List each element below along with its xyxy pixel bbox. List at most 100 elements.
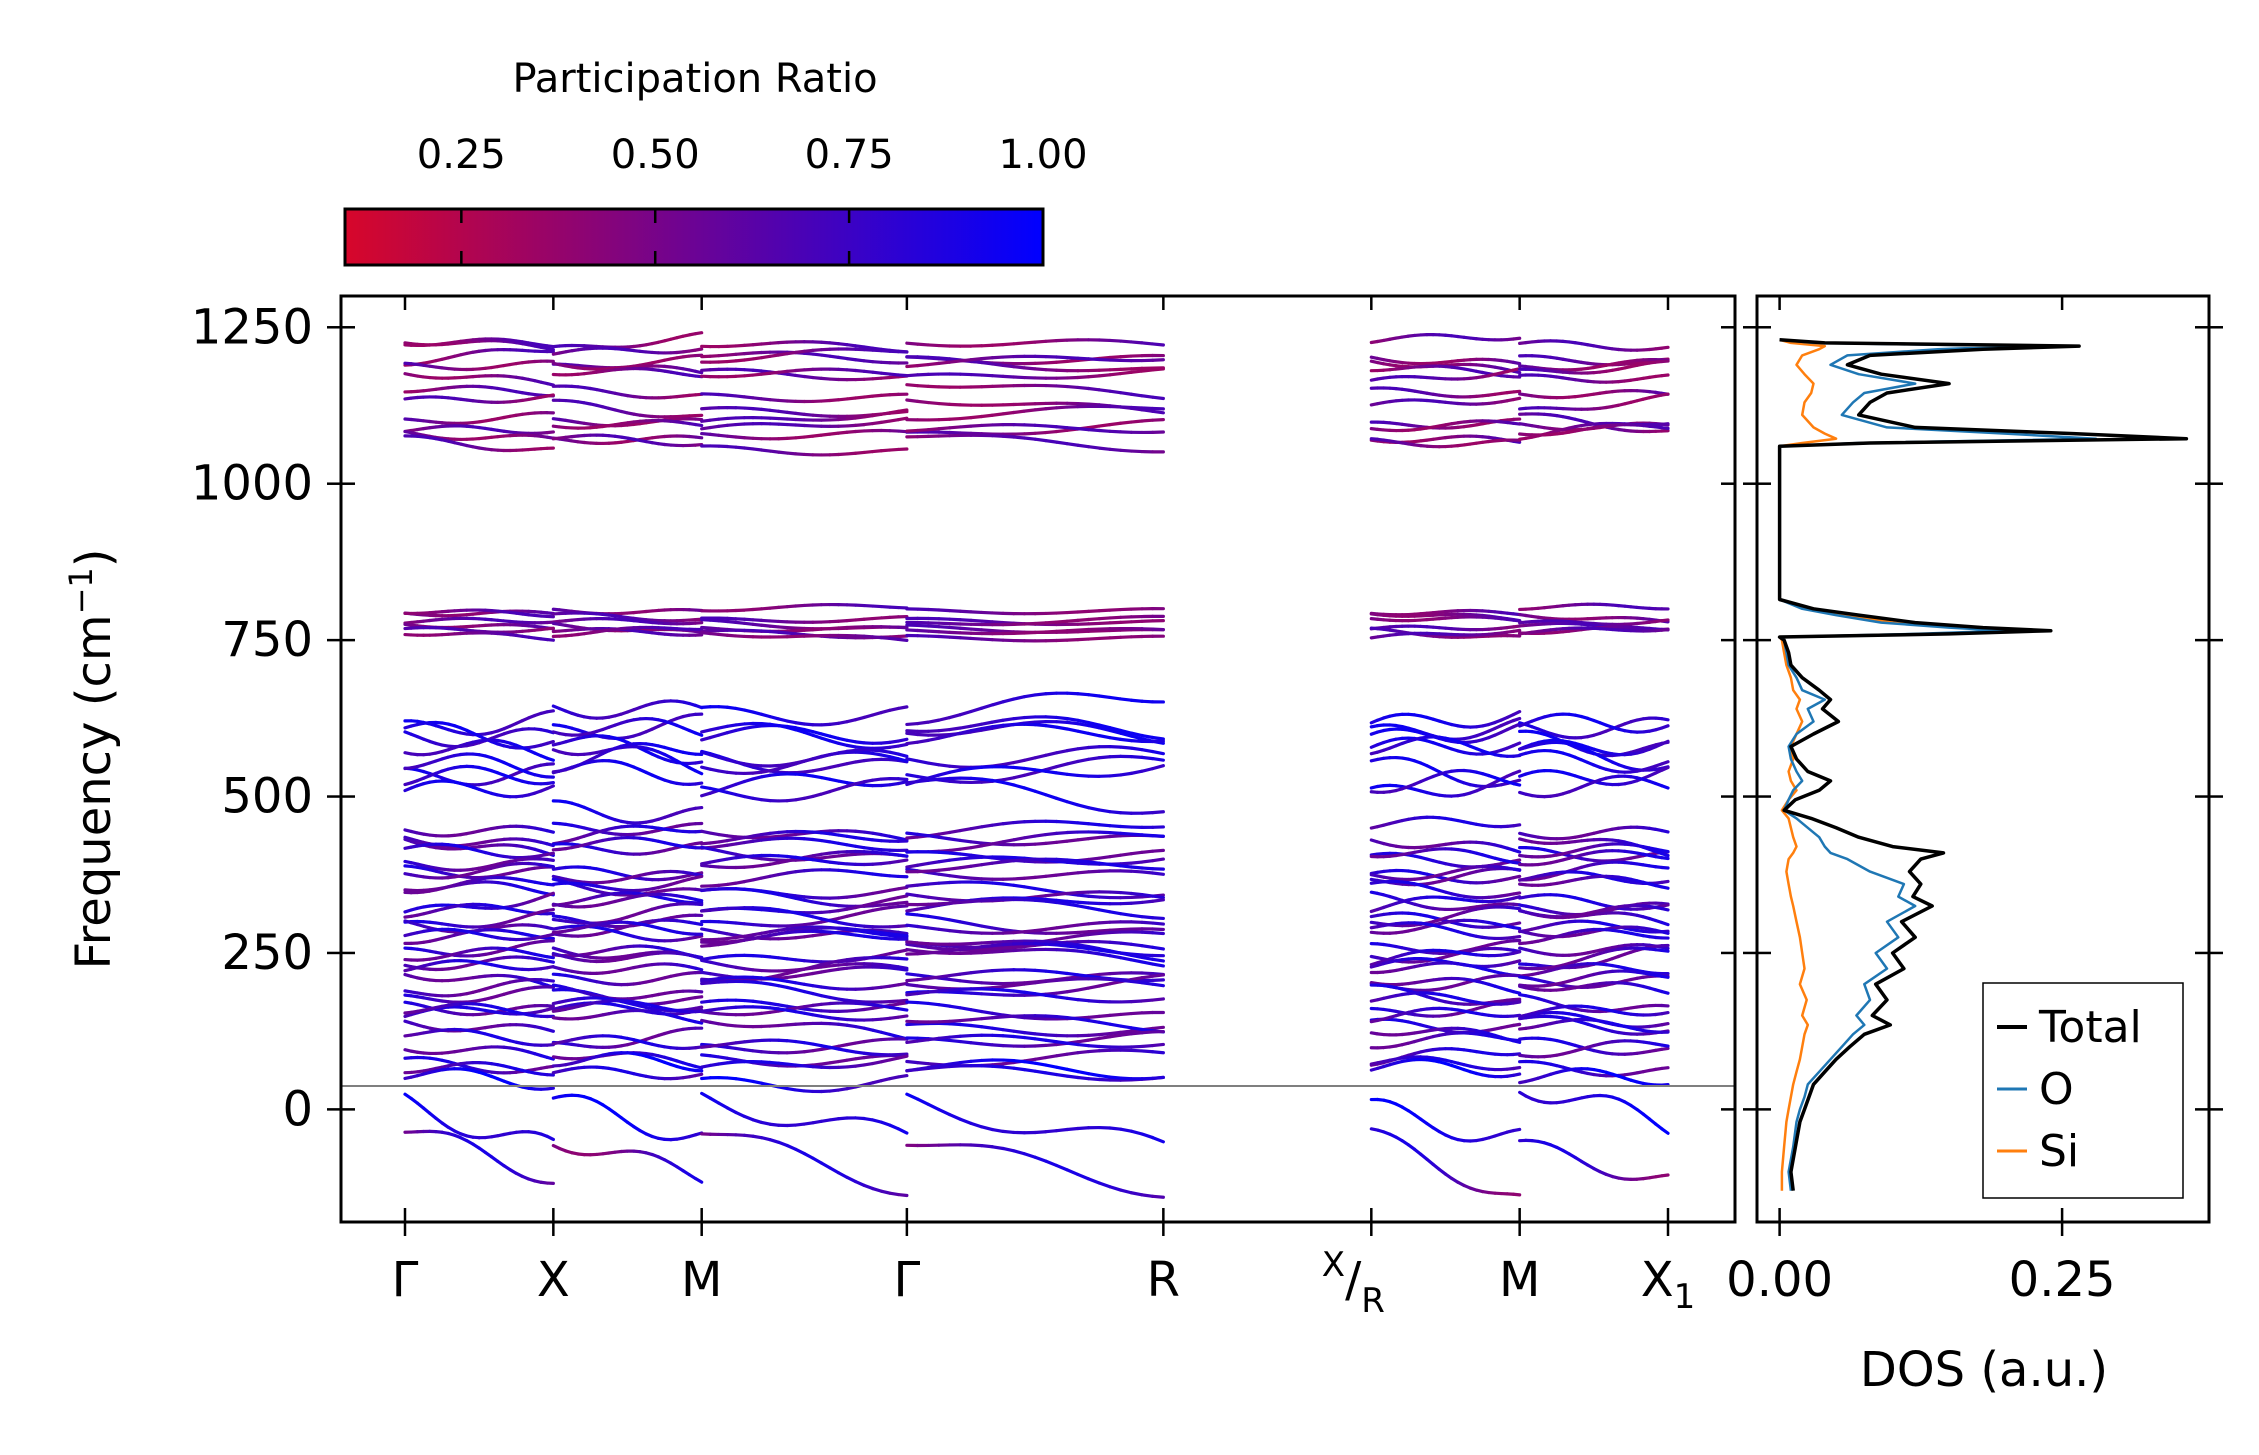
band-line-mid — [1108, 635, 1123, 640]
band-line-high — [1108, 389, 1123, 395]
band-line-high — [1044, 406, 1059, 411]
band-line-upper — [1108, 810, 1123, 815]
band-line-upper — [1108, 695, 1123, 701]
band-line-mid — [948, 625, 962, 630]
band-line-high — [1022, 340, 1037, 345]
band-line-dense — [1129, 832, 1144, 837]
colorbar-title: Participation Ratio — [512, 56, 877, 102]
band-line-upper — [1044, 691, 1059, 696]
band-line-upper — [980, 765, 994, 769]
band-line-upper — [926, 736, 941, 742]
band-line-upper — [969, 706, 984, 714]
band-line-dense — [693, 989, 704, 994]
colorbar-tick-label: 0.25 — [417, 132, 506, 178]
band-line-high — [969, 372, 984, 377]
band-line-high — [926, 400, 941, 406]
band-line-high — [1033, 407, 1048, 412]
band-line-upper — [990, 700, 1005, 707]
band-line-upper — [937, 776, 952, 781]
band-line-high — [896, 408, 909, 413]
band-line-upper — [545, 780, 555, 786]
band-line-upper — [1054, 720, 1069, 724]
band-line-dense — [1033, 832, 1048, 838]
band-line-dense — [545, 864, 555, 869]
band-line-mid — [969, 627, 984, 632]
band-line-dense — [1012, 883, 1027, 889]
band-line-upper — [1022, 756, 1037, 762]
band-line-mid — [1086, 636, 1101, 641]
band-line-dense — [693, 1020, 704, 1025]
band-line-dense — [693, 954, 704, 960]
band-line-dense — [990, 860, 1005, 865]
band-line-dense — [1033, 894, 1048, 899]
band-line-high — [1140, 368, 1155, 373]
band-line-upper — [896, 705, 909, 710]
band-line-high — [1001, 342, 1016, 347]
band-line-mid — [980, 637, 994, 642]
band-line-upper — [1140, 748, 1155, 754]
band-line-upper — [1065, 772, 1080, 778]
colorbar-tick-label: 0.50 — [611, 132, 700, 178]
band-line-mid — [1033, 630, 1048, 635]
band-line-high — [1065, 426, 1080, 431]
band-line-upper — [896, 737, 909, 743]
band-line-dense — [905, 835, 920, 840]
band-line-upper — [1129, 739, 1144, 743]
band-line-dense — [1044, 873, 1059, 878]
band-line-high — [1054, 355, 1069, 360]
band-line-upper — [1033, 789, 1048, 797]
band-line-upper — [915, 759, 930, 765]
band-line-upper — [1119, 771, 1133, 777]
band-line-high — [990, 343, 1005, 347]
band-line-upper — [1108, 736, 1123, 741]
band-line-dense — [969, 844, 984, 850]
band-line-dense — [1119, 852, 1133, 857]
band-line-high — [980, 343, 994, 348]
band-line-upper — [1076, 803, 1091, 810]
band-line-upper — [1129, 698, 1144, 703]
band-line-dense — [980, 823, 994, 829]
band-line-dense — [896, 858, 909, 864]
band-line-upper — [1065, 800, 1080, 807]
band-line-dense — [896, 1054, 909, 1060]
band-line-upper — [896, 777, 909, 782]
band-line-mid — [958, 609, 973, 614]
band-line-mid — [1054, 619, 1069, 624]
band-line-low — [545, 1086, 555, 1091]
band-line-mid — [545, 637, 555, 642]
band-line-high — [948, 359, 962, 364]
band-line-high — [1086, 357, 1101, 362]
band-line-high — [1033, 367, 1048, 372]
band-line-upper — [915, 720, 930, 726]
band-line-dense — [948, 847, 962, 853]
band-line-low — [896, 1127, 909, 1135]
band-line-dense — [1151, 857, 1165, 863]
band-line-high — [1001, 363, 1016, 369]
band-line-dense — [1129, 895, 1144, 900]
band-line-dense — [1012, 876, 1027, 881]
band-line-dense — [1076, 859, 1091, 864]
colorbar-tick-label: 1.00 — [998, 132, 1087, 178]
band-line-dense — [1129, 865, 1144, 870]
band-line-upper — [1076, 757, 1091, 764]
band-line-upper — [1012, 695, 1027, 701]
band-line-high — [1129, 419, 1144, 424]
band-line-dense — [1129, 850, 1144, 856]
band-line-upper — [1044, 751, 1059, 757]
band-line-dense — [1033, 886, 1048, 892]
band-line-upper — [990, 718, 1005, 724]
band-line-low — [545, 1134, 555, 1142]
band-line-mid — [1054, 629, 1069, 633]
band-line-upper — [948, 768, 962, 774]
band-line-high — [905, 428, 920, 433]
band-line-upper — [1151, 749, 1165, 756]
band-line-upper — [1044, 724, 1059, 729]
band-line-high — [926, 361, 941, 367]
band-line-mid — [1097, 616, 1112, 621]
band-line-high — [1012, 435, 1027, 440]
band-line-upper — [1119, 737, 1133, 743]
band-line-high — [980, 373, 994, 378]
colorbar-gradient — [343, 207, 1045, 267]
band-line-high — [969, 357, 984, 362]
